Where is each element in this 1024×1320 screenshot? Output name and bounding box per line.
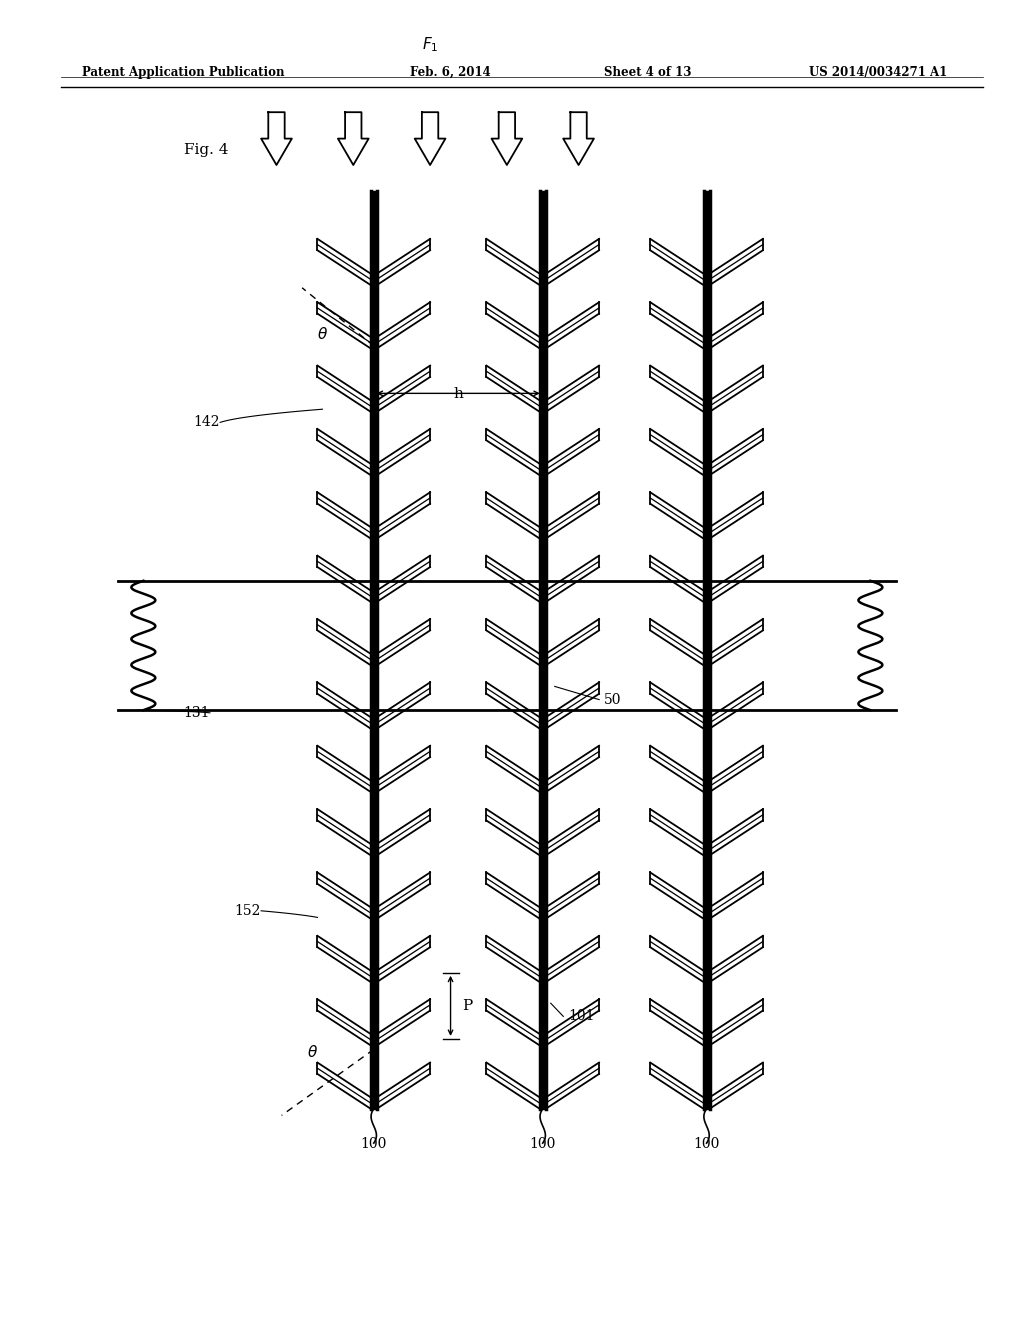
Text: Fig. 4: Fig. 4 <box>184 143 228 157</box>
Text: 152: 152 <box>234 904 261 917</box>
Text: 101: 101 <box>568 1010 595 1023</box>
Text: $F_1$: $F_1$ <box>422 36 438 54</box>
Text: Feb. 6, 2014: Feb. 6, 2014 <box>410 66 490 79</box>
Text: 131: 131 <box>183 706 210 719</box>
Text: $\theta$: $\theta$ <box>317 326 328 342</box>
Text: $\theta$: $\theta$ <box>307 1044 317 1060</box>
Text: 142: 142 <box>194 416 220 429</box>
Text: US 2014/0034271 A1: US 2014/0034271 A1 <box>809 66 947 79</box>
Text: 100: 100 <box>529 1137 556 1151</box>
Text: P: P <box>463 999 473 1012</box>
Text: 50: 50 <box>604 693 622 706</box>
Text: h: h <box>454 387 463 401</box>
Text: 100: 100 <box>693 1137 720 1151</box>
Text: Patent Application Publication: Patent Application Publication <box>82 66 285 79</box>
Text: Sheet 4 of 13: Sheet 4 of 13 <box>604 66 691 79</box>
Text: 100: 100 <box>360 1137 387 1151</box>
